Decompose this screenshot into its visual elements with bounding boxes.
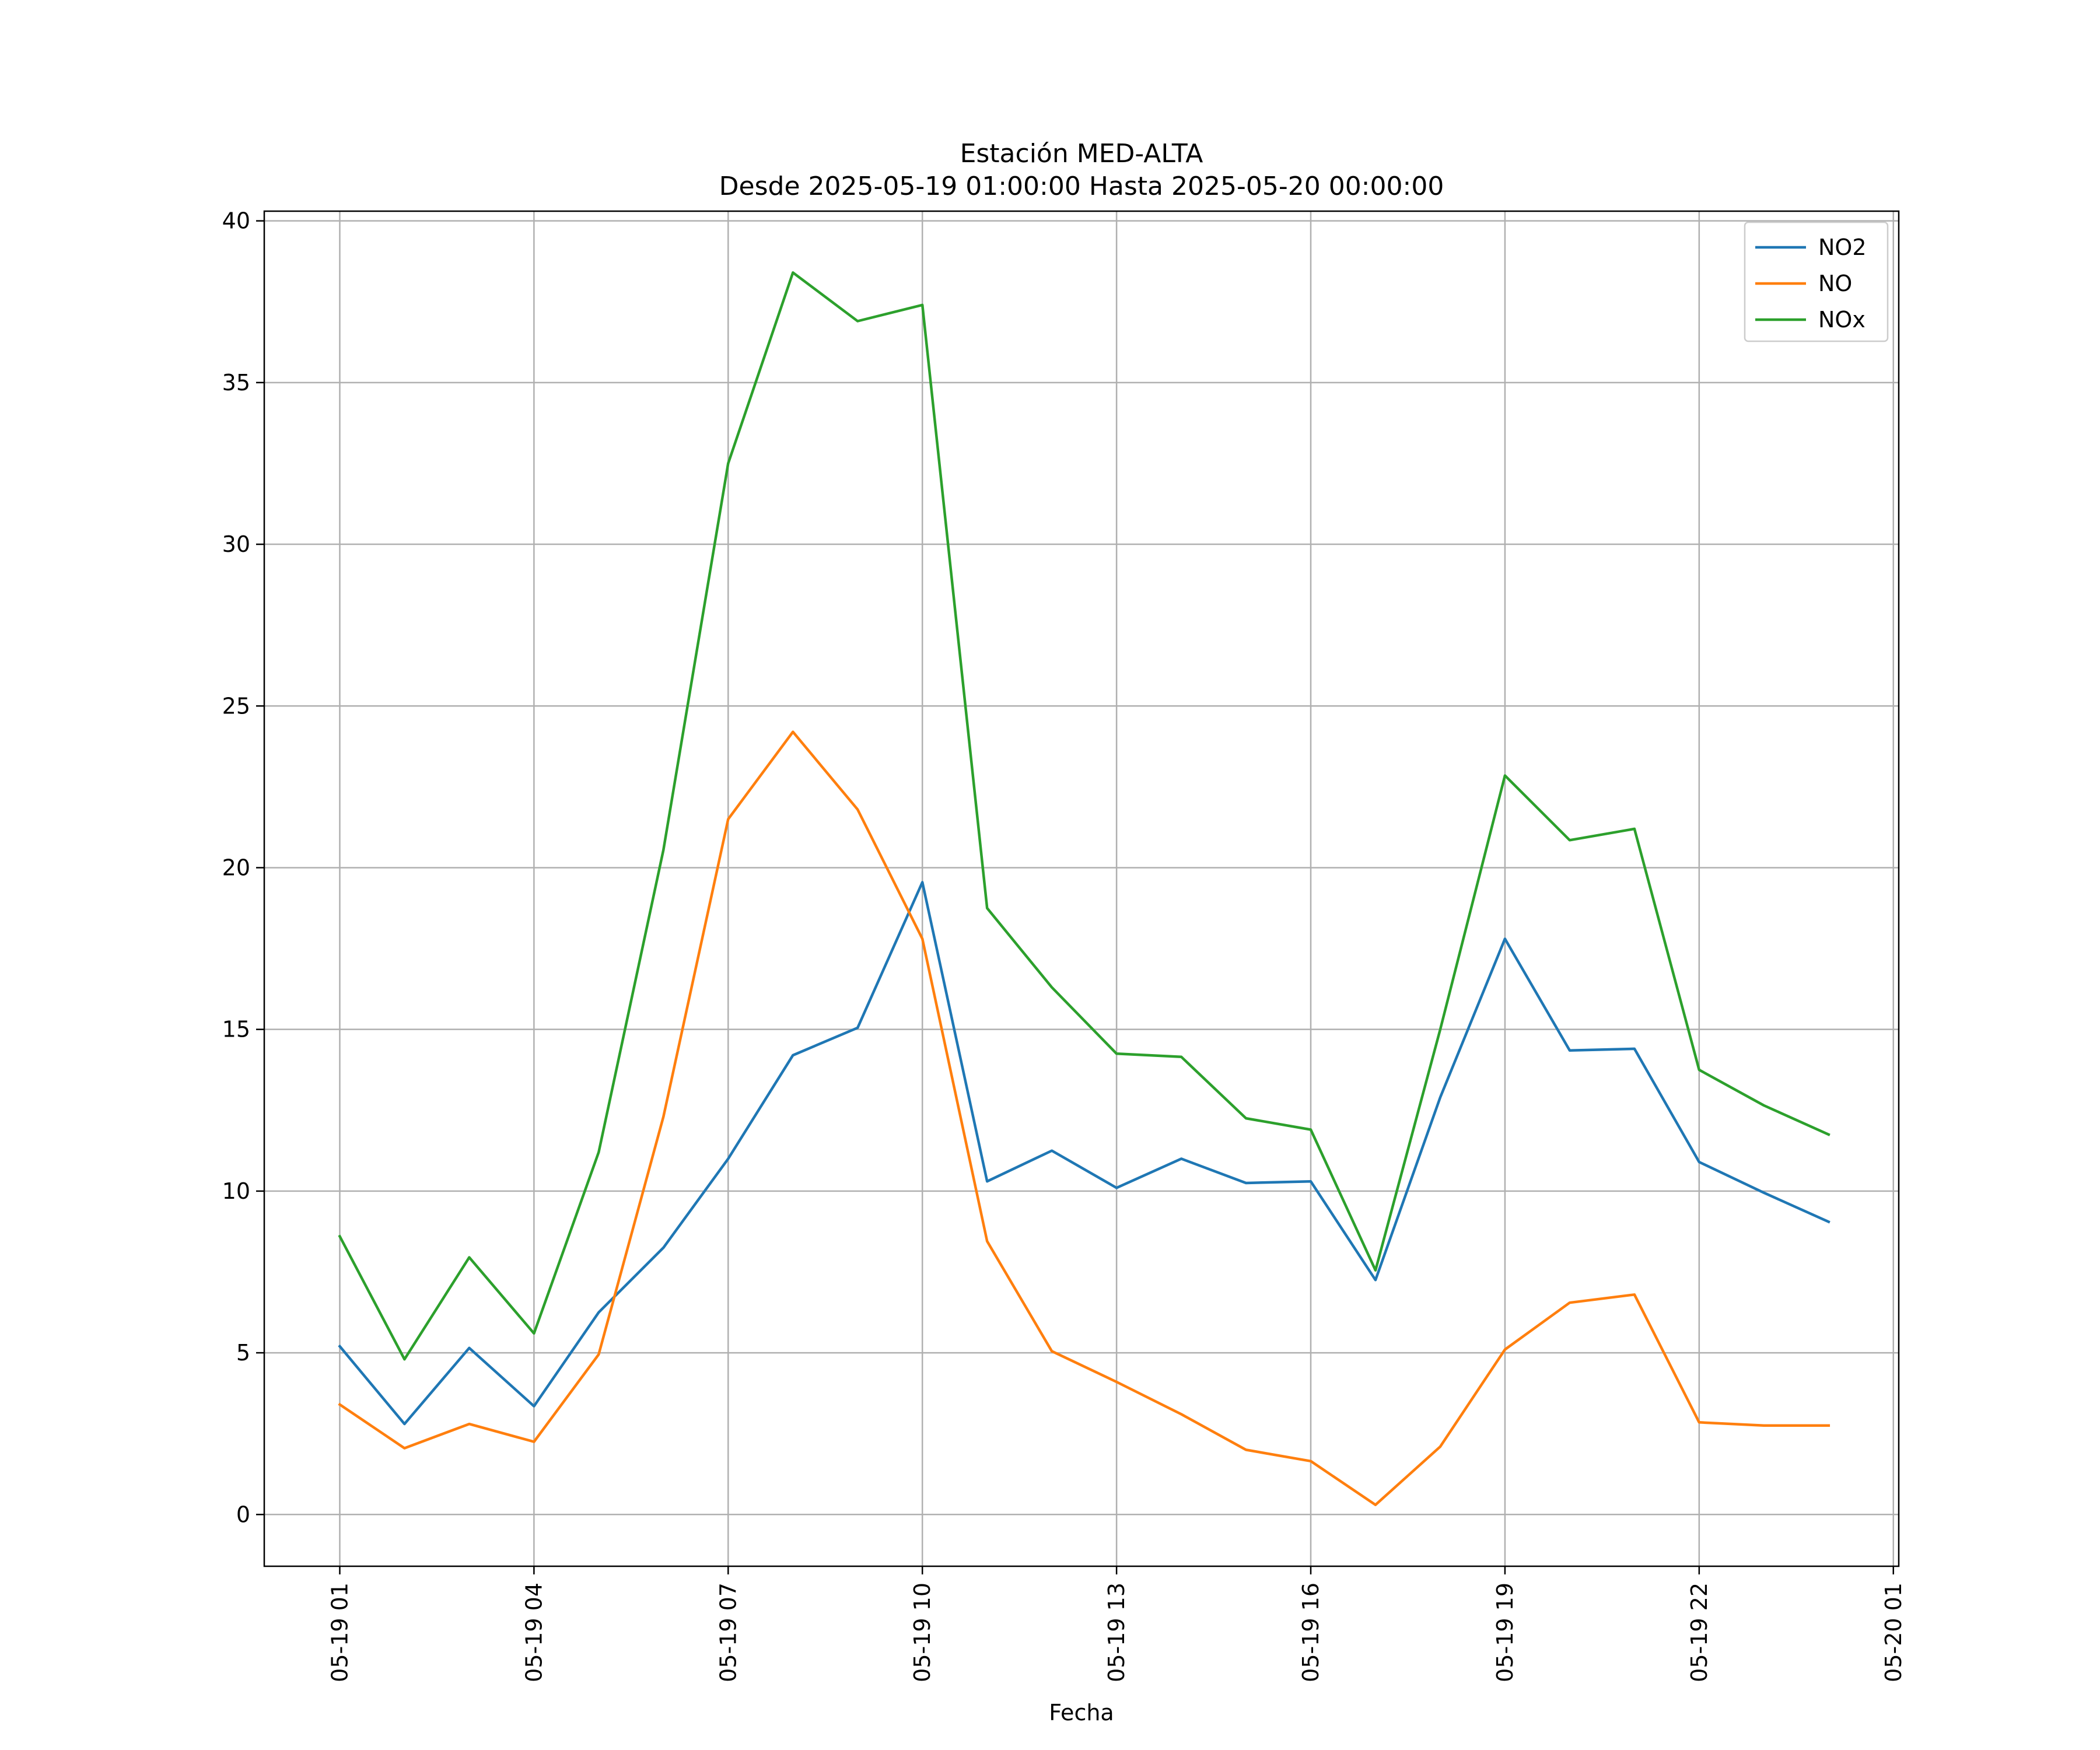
- series-line-no: [338, 730, 1831, 1506]
- legend: NO2 NO NOx: [1744, 221, 1889, 342]
- legend-label-no: NO: [1818, 271, 1852, 296]
- y-tick-label: 30: [222, 531, 250, 557]
- x-tick-label: 05-19 13: [1104, 1583, 1129, 1682]
- y-tick-label: 20: [222, 855, 250, 880]
- x-tick-label: 05-19 16: [1298, 1583, 1324, 1682]
- y-tick-label: 10: [222, 1178, 250, 1204]
- x-tick-label: 05-19 04: [521, 1583, 547, 1682]
- legend-box: [1744, 221, 1889, 342]
- y-tick-label: 35: [222, 370, 250, 396]
- legend-label-no2: NO2: [1818, 235, 1867, 260]
- series-layer: [338, 271, 1831, 1506]
- legend-label-nox: NOx: [1818, 307, 1866, 332]
- x-tick-label: 05-19 07: [715, 1583, 741, 1682]
- plot-area-background: [264, 211, 1899, 1566]
- chart-title-line-1: Estación MED-ALTA: [960, 139, 1203, 169]
- y-tick-label: 0: [236, 1502, 250, 1527]
- series-line-no2: [338, 881, 1831, 1426]
- plot-frame: [263, 210, 1900, 1567]
- x-tick-label: 05-19 01: [327, 1583, 352, 1682]
- x-tick-label: 05-19 19: [1492, 1583, 1518, 1682]
- chart-title-line-2: Desde 2025-05-19 01:00:00 Hasta 2025-05-…: [719, 172, 1444, 201]
- x-axis: 05-19 01 05-19 04 05-19 07 05-19 10 05-19 13…: [327, 1566, 1906, 1682]
- y-tick-label: 15: [222, 1017, 250, 1042]
- y-axis: 0 5 10 15 20 25 30 35 40: [222, 208, 264, 1527]
- x-tick-label: 05-19 22: [1686, 1583, 1712, 1682]
- series-line-nox: [338, 271, 1831, 1361]
- y-tick-label: 40: [222, 208, 250, 234]
- x-tick-label: 05-19 10: [909, 1583, 935, 1682]
- x-tick-label: 05-20 01: [1881, 1583, 1906, 1682]
- y-tick-label: 25: [222, 693, 250, 719]
- grid: [264, 211, 1899, 1566]
- x-axis-label: Fecha: [1049, 1700, 1114, 1726]
- y-tick-label: 5: [236, 1340, 250, 1366]
